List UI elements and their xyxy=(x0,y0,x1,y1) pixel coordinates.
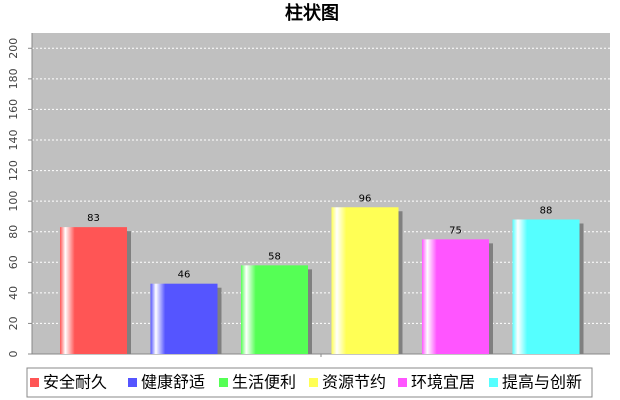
bar xyxy=(331,207,399,354)
legend-label: 资源节约 xyxy=(322,373,386,392)
legend-swatch xyxy=(30,378,39,387)
value-label: 83 xyxy=(87,213,100,224)
y-tick-label: 180 xyxy=(7,68,20,89)
y-tick-label: 20 xyxy=(7,316,20,330)
value-label: 75 xyxy=(449,225,462,236)
y-tick-label: 40 xyxy=(7,286,20,300)
value-label: 96 xyxy=(359,193,372,204)
bar xyxy=(422,239,489,354)
y-tick-label: 120 xyxy=(7,160,20,181)
y-tick-label: 60 xyxy=(7,255,20,269)
bar xyxy=(241,265,308,354)
y-tick-label: 80 xyxy=(7,225,20,239)
y-tick-label: 0 xyxy=(7,351,20,358)
legend-swatch xyxy=(489,378,498,387)
legend-swatch xyxy=(398,378,407,387)
legend-swatch xyxy=(219,378,228,387)
y-tick-label: 200 xyxy=(7,38,20,59)
bar xyxy=(512,219,580,354)
value-label: 58 xyxy=(268,251,281,262)
legend-label: 健康舒适 xyxy=(141,373,205,392)
legend-swatch xyxy=(128,378,137,387)
bar xyxy=(60,227,127,354)
legend-swatch xyxy=(309,378,318,387)
bar xyxy=(150,283,218,354)
legend-label: 安全耐久 xyxy=(43,373,107,392)
y-tick-label: 100 xyxy=(7,191,20,212)
legend-label: 环境宜居 xyxy=(411,373,475,392)
y-tick-label: 140 xyxy=(7,130,20,151)
legend-label: 生活便利 xyxy=(232,373,296,392)
chart-title: 柱状图 xyxy=(285,2,339,24)
legend-label: 提高与创新 xyxy=(502,373,582,392)
value-label: 46 xyxy=(178,270,191,281)
y-tick-label: 160 xyxy=(7,99,20,120)
value-label: 88 xyxy=(540,205,553,216)
